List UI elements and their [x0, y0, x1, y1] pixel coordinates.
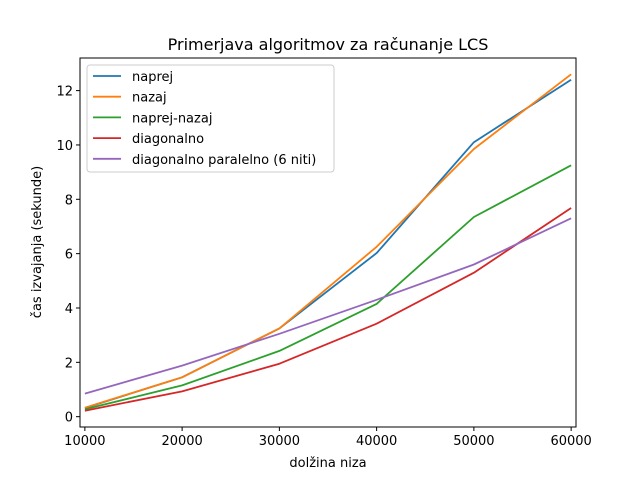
- y-tick-label: 2: [65, 356, 73, 371]
- y-axis: 0 2 4 6 8 10 12: [56, 85, 80, 426]
- legend-entry: nazaj: [132, 91, 167, 106]
- x-axis: 10000 20000 30000 40000 50000 60000: [64, 427, 592, 449]
- series-layer: [84, 73, 572, 412]
- x-tick-label: 10000: [64, 434, 105, 449]
- x-tick-label: 40000: [356, 434, 397, 449]
- series-line: [84, 207, 572, 412]
- y-tick-label: 4: [65, 302, 73, 317]
- series-line: [84, 217, 572, 395]
- legend-entry: diagonalno: [132, 132, 204, 147]
- x-tick-label: 20000: [161, 434, 202, 449]
- y-axis-label: čas izvajanja (sekunde): [30, 166, 45, 318]
- plot-frame: [79, 57, 577, 428]
- y-tick-label: 6: [65, 248, 73, 263]
- y-tick-label: 10: [56, 139, 73, 154]
- legend: naprej nazaj naprej-nazaj diagonalno diagona…: [86, 64, 335, 173]
- legend-box: [86, 64, 335, 173]
- y-tick-label: 8: [65, 193, 73, 208]
- legend-entry: diagonalno paralelno (6 niti): [132, 153, 316, 168]
- series-line: [84, 164, 572, 411]
- series-line: [84, 73, 572, 409]
- y-tick-label: 12: [56, 85, 73, 100]
- x-axis-label: dolžina niza: [289, 456, 366, 471]
- legend-entry: naprej: [132, 70, 173, 85]
- x-tick-label: 30000: [259, 434, 300, 449]
- chart-title: Primerjava algoritmov za računanje LCS: [168, 35, 489, 54]
- x-tick-label: 60000: [550, 434, 591, 449]
- y-tick-label: 0: [65, 411, 73, 426]
- legend-entry: naprej-nazaj: [132, 111, 212, 126]
- x-tick-label: 50000: [453, 434, 494, 449]
